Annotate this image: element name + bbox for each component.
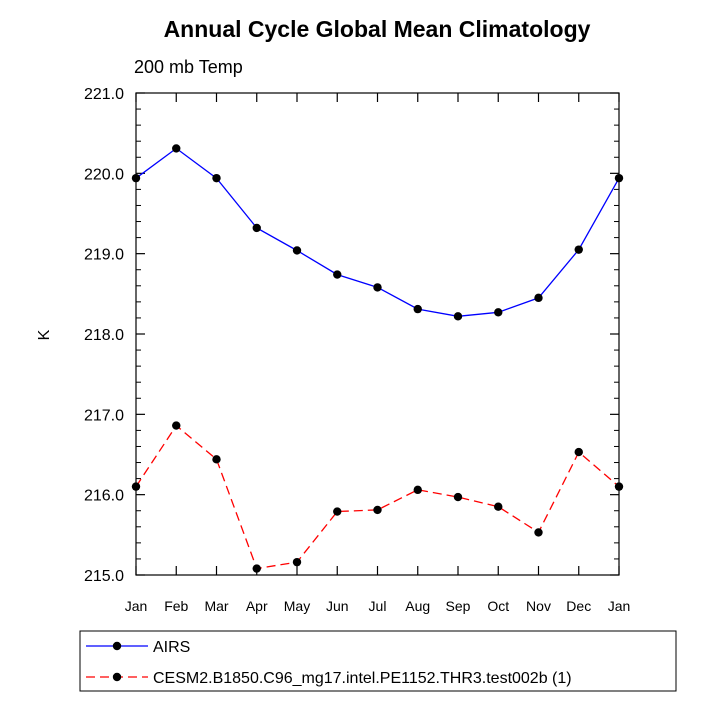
legend-label-cesm: CESM2.B1850.C96_mg17.intel.PE1152.THR3.t… [153, 670, 572, 687]
series-0-point [453, 312, 463, 321]
x-tick-label: Oct [487, 598, 509, 614]
series-0-point [413, 304, 422, 314]
series-1-point [373, 505, 382, 515]
x-tick-label: Jan [608, 598, 631, 614]
series-0-point [534, 293, 543, 303]
plot-frame [135, 92, 620, 576]
legend-marker-cesm [112, 672, 122, 682]
y-tick-label: 221.0 [84, 86, 124, 103]
series-1-point [453, 492, 463, 502]
series-1-point [292, 557, 302, 567]
y-tick-label: 215.0 [84, 568, 124, 585]
x-tick-label: Aug [405, 598, 430, 614]
series-1-point [212, 455, 221, 464]
series-1-point [131, 482, 141, 491]
x-tick-label: Mar [204, 598, 228, 614]
series-0-point [172, 144, 181, 153]
legend: AIRS CESM2.B1850.C96_mg17.intel.PE1152.T… [79, 630, 677, 692]
y-tick-label: 220.0 [84, 166, 124, 183]
legend-marker-airs [112, 641, 122, 651]
x-tick-label: Jun [326, 598, 349, 614]
y-tick-label: 216.0 [84, 488, 124, 505]
series-1-point [413, 485, 422, 495]
series-0-point [252, 223, 261, 233]
series-1-point [172, 421, 181, 430]
series-1-point [333, 507, 342, 516]
series-0-point [333, 270, 342, 279]
series-1-point [614, 482, 624, 491]
legend-label-airs: AIRS [153, 639, 190, 656]
chart-title: Annual Cycle Global Mean Climatology [164, 16, 591, 42]
y-tick-label: 217.0 [84, 407, 124, 424]
series-0-point [292, 246, 302, 255]
x-tick-label: Nov [526, 598, 551, 614]
y-axis-label: K [36, 329, 53, 340]
series-0-point [574, 245, 583, 254]
series-0-point [373, 283, 382, 292]
series-0-point [614, 173, 624, 183]
x-tick-label: Jul [369, 598, 387, 614]
series-0-point [131, 173, 141, 183]
x-tick-label: Feb [164, 598, 188, 614]
series-0-point [212, 173, 221, 183]
axis-ticks: 215.0 216.0 217.0 218.0 219.0 220.0 221.0 Jan Fe… [84, 86, 630, 614]
series-layer [131, 144, 624, 573]
series-line-1 [135, 424, 620, 570]
x-tick-label: Apr [246, 598, 268, 614]
x-tick-label: Jan [125, 598, 148, 614]
y-tick-label: 218.0 [84, 327, 124, 344]
y-tick-label: 219.0 [84, 247, 124, 264]
series-1-point [494, 502, 503, 511]
series-0-point [494, 308, 503, 317]
x-tick-label: Sep [446, 598, 471, 614]
series-1-point [534, 528, 543, 537]
legend-box [79, 630, 677, 692]
series-1-point [574, 447, 583, 457]
series-1-point [252, 564, 261, 573]
x-tick-label: Dec [566, 598, 591, 614]
x-tick-label: May [284, 598, 310, 614]
chart-subtitle: 200 mb Temp [134, 57, 243, 77]
